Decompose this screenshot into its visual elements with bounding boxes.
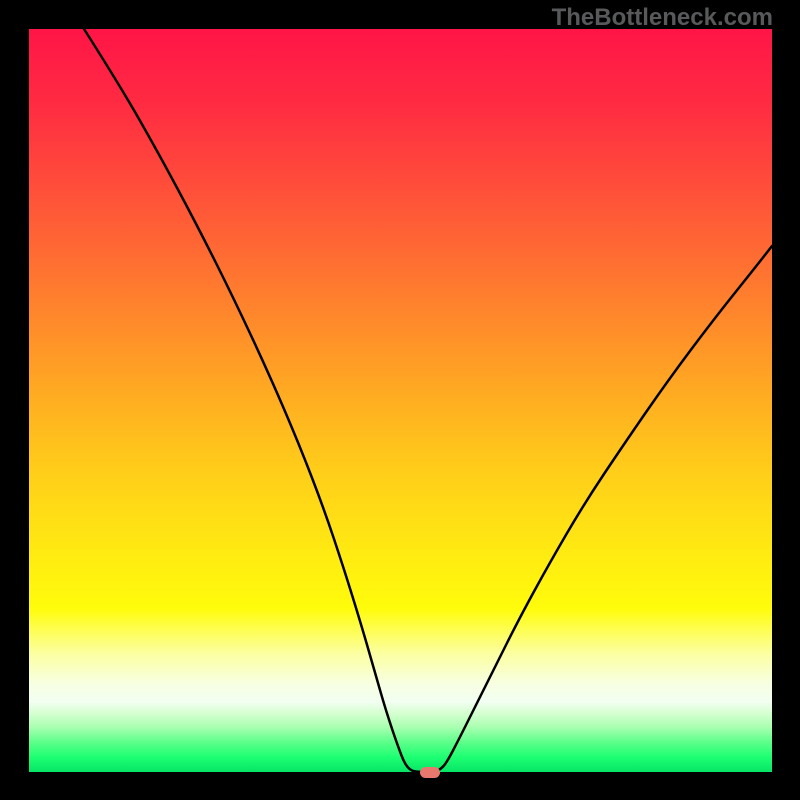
plot-area (29, 29, 772, 772)
watermark-text: TheBottleneck.com (552, 4, 773, 32)
bottleneck-curve (29, 29, 772, 772)
minimum-marker (420, 767, 440, 778)
chart-canvas: TheBottleneck.com (0, 0, 800, 800)
